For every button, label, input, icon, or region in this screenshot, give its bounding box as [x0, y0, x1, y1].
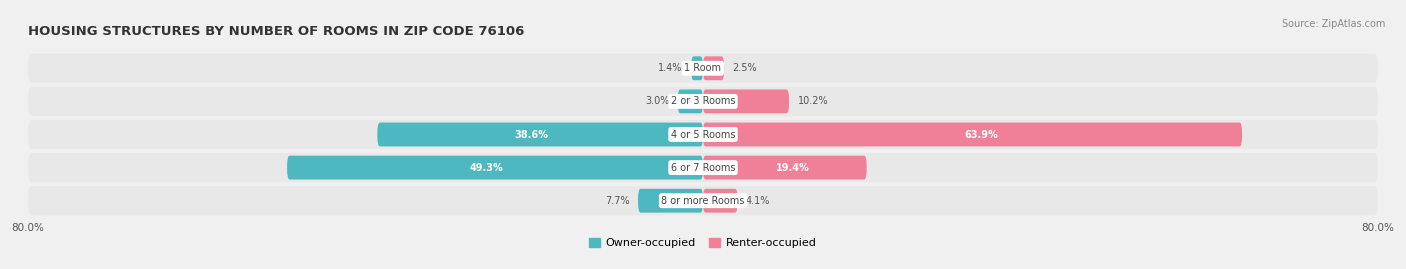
Text: 3.0%: 3.0%	[645, 96, 669, 107]
Text: 8 or more Rooms: 8 or more Rooms	[661, 196, 745, 206]
FancyBboxPatch shape	[28, 120, 1378, 149]
FancyBboxPatch shape	[692, 56, 703, 80]
Text: 19.4%: 19.4%	[776, 162, 810, 173]
Text: 63.9%: 63.9%	[965, 129, 998, 140]
FancyBboxPatch shape	[28, 87, 1378, 116]
Text: 38.6%: 38.6%	[515, 129, 548, 140]
FancyBboxPatch shape	[703, 189, 738, 213]
Legend: Owner-occupied, Renter-occupied: Owner-occupied, Renter-occupied	[585, 233, 821, 253]
FancyBboxPatch shape	[28, 54, 1378, 83]
Text: 2 or 3 Rooms: 2 or 3 Rooms	[671, 96, 735, 107]
FancyBboxPatch shape	[678, 90, 703, 113]
Text: 1.4%: 1.4%	[658, 63, 683, 73]
Text: 49.3%: 49.3%	[470, 162, 503, 173]
Text: 4 or 5 Rooms: 4 or 5 Rooms	[671, 129, 735, 140]
FancyBboxPatch shape	[703, 56, 724, 80]
FancyBboxPatch shape	[287, 156, 703, 179]
FancyBboxPatch shape	[377, 123, 703, 146]
Text: Source: ZipAtlas.com: Source: ZipAtlas.com	[1281, 19, 1385, 29]
FancyBboxPatch shape	[703, 123, 1241, 146]
Text: HOUSING STRUCTURES BY NUMBER OF ROOMS IN ZIP CODE 76106: HOUSING STRUCTURES BY NUMBER OF ROOMS IN…	[28, 24, 524, 38]
FancyBboxPatch shape	[703, 156, 866, 179]
FancyBboxPatch shape	[28, 186, 1378, 215]
FancyBboxPatch shape	[28, 153, 1378, 182]
Text: 4.1%: 4.1%	[747, 196, 770, 206]
FancyBboxPatch shape	[638, 189, 703, 213]
FancyBboxPatch shape	[703, 90, 789, 113]
Text: 2.5%: 2.5%	[733, 63, 758, 73]
Text: 6 or 7 Rooms: 6 or 7 Rooms	[671, 162, 735, 173]
Text: 1 Room: 1 Room	[685, 63, 721, 73]
Text: 7.7%: 7.7%	[605, 196, 630, 206]
Text: 10.2%: 10.2%	[797, 96, 828, 107]
